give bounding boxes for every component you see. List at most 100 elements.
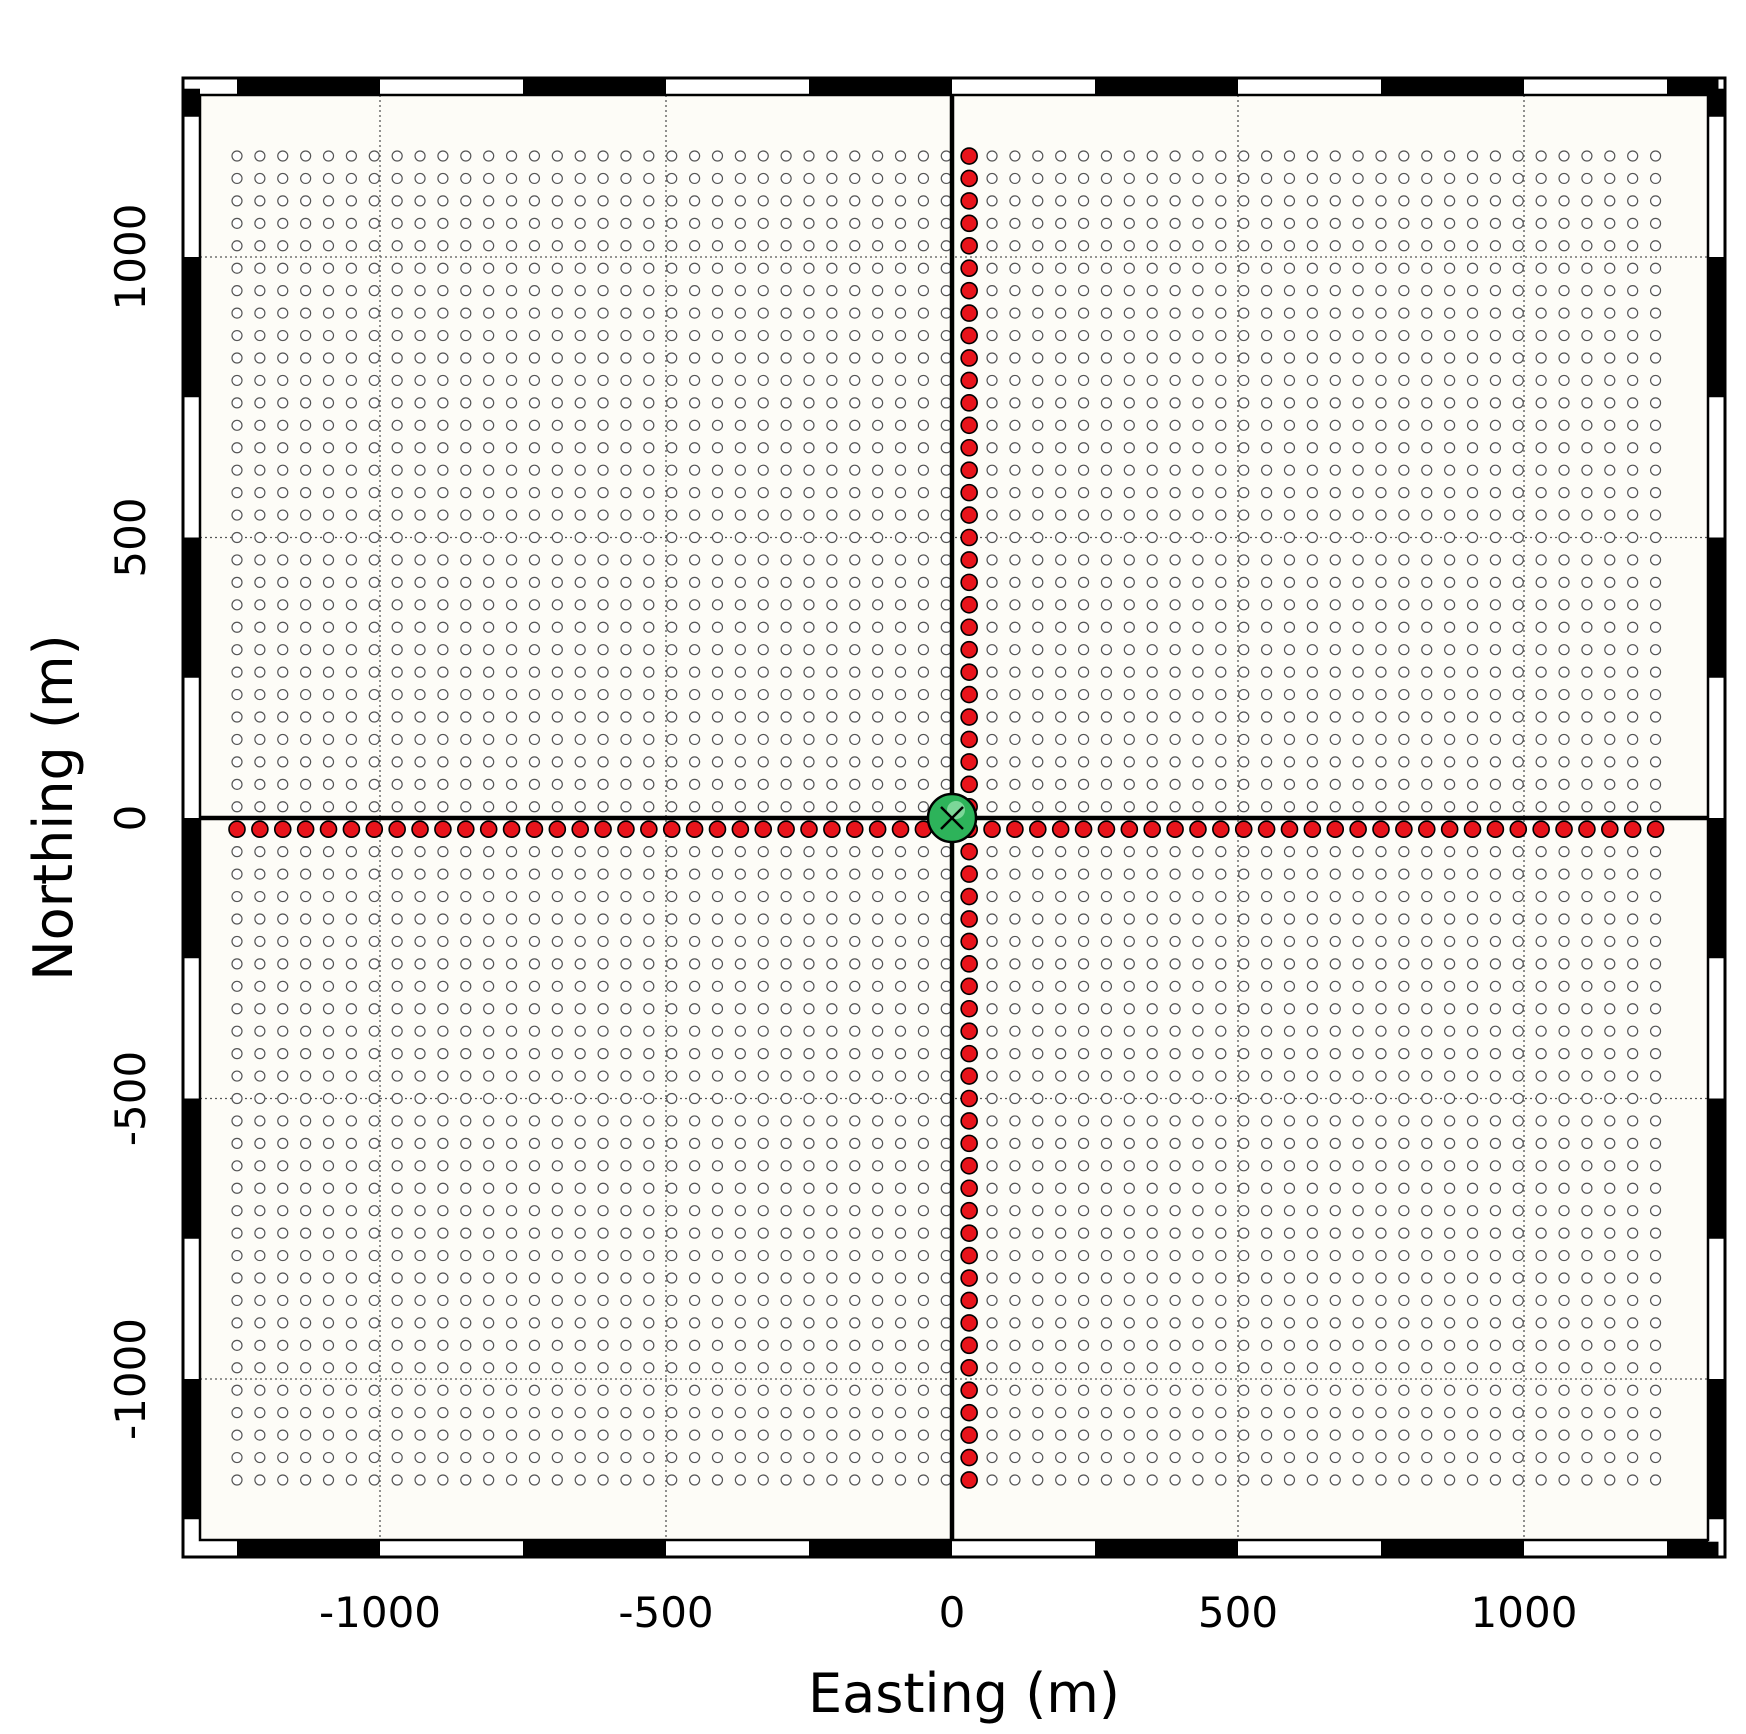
- grid-station-point: [231, 1384, 243, 1396]
- grid-station-point: [254, 195, 266, 207]
- grid-station-point: [620, 1474, 632, 1486]
- frame-segment: [237, 78, 380, 95]
- grid-station-point: [1055, 958, 1067, 970]
- grid-station-point: [1398, 1429, 1410, 1441]
- grid-station-point: [1558, 374, 1570, 387]
- grid-station-point: [1444, 711, 1456, 723]
- grid-station-point: [1512, 554, 1524, 566]
- grid-station-point: [391, 1025, 403, 1037]
- grid-station-point: [483, 487, 495, 499]
- grid-station-point: [1215, 688, 1227, 701]
- grid-station-point: [666, 1070, 678, 1082]
- grid-station-point: [1283, 262, 1296, 274]
- grid-station-point: [1123, 958, 1135, 970]
- grid-station-point: [1581, 756, 1593, 768]
- grid-station-point: [1421, 666, 1433, 678]
- grid-station-point: [803, 464, 815, 476]
- grid-station-point: [597, 1474, 609, 1486]
- grid-station-point: [826, 644, 838, 656]
- grid-station-point: [643, 307, 655, 319]
- north-south-station-point: [960, 1067, 978, 1085]
- grid-station-point: [391, 868, 403, 880]
- grid-station-point: [826, 1474, 838, 1486]
- grid-station-point: [1215, 1182, 1227, 1194]
- grid-station-point: [711, 531, 724, 544]
- grid-station-point: [1444, 397, 1456, 409]
- grid-station-point: [1649, 195, 1662, 207]
- grid-station-point: [528, 1384, 541, 1396]
- grid-station-point: [1077, 1092, 1090, 1105]
- frame-segment: [666, 78, 809, 95]
- grid-station-point: [277, 666, 289, 678]
- grid-station-point: [1604, 262, 1616, 274]
- frame-segment: [523, 78, 666, 95]
- grid-station-point: [551, 374, 563, 387]
- grid-station-point: [1398, 1407, 1410, 1419]
- grid-station-point: [483, 666, 495, 678]
- grid-station-point: [1398, 262, 1410, 274]
- east-west-station-point: [868, 820, 887, 839]
- grid-station-point: [1444, 1025, 1456, 1037]
- grid-station-point: [1627, 1025, 1639, 1037]
- grid-station-point: [1283, 1362, 1296, 1374]
- grid-station-point: [666, 509, 678, 521]
- grid-station-point: [1489, 531, 1502, 544]
- grid-station-point: [368, 262, 380, 274]
- grid-station-point: [1283, 1160, 1296, 1172]
- grid-station-point: [345, 262, 357, 274]
- grid-station-point: [849, 935, 861, 948]
- grid-station-point: [1558, 1362, 1570, 1374]
- grid-station-point: [917, 1339, 930, 1351]
- grid-station-point: [1032, 958, 1044, 970]
- grid-station-point: [322, 419, 335, 431]
- grid-station-point: [666, 217, 678, 229]
- grid-station-point: [1146, 464, 1158, 476]
- grid-station-point: [277, 397, 289, 409]
- grid-station-point: [1444, 576, 1456, 588]
- grid-station-point: [551, 1137, 563, 1149]
- grid-station-point: [1055, 1025, 1067, 1037]
- grid-station-point: [688, 958, 701, 970]
- grid-station-point: [1535, 890, 1547, 903]
- grid-station-point: [734, 1362, 746, 1374]
- grid-station-point: [872, 172, 884, 185]
- grid-station-point: [1375, 1272, 1387, 1284]
- grid-station-point: [1238, 913, 1250, 925]
- grid-station-point: [231, 262, 243, 274]
- grid-station-point: [1535, 374, 1547, 387]
- grid-station-point: [1260, 172, 1273, 185]
- grid-station-point: [1649, 868, 1662, 880]
- grid-station-point: [620, 576, 632, 588]
- grid-station-point: [1032, 1160, 1044, 1172]
- grid-station-point: [1329, 397, 1341, 409]
- grid-station-point: [368, 1048, 380, 1060]
- east-west-station-point: [1440, 820, 1459, 839]
- frame-segment: [219, 1540, 237, 1557]
- grid-station-point: [620, 1339, 632, 1351]
- grid-station-point: [1604, 778, 1616, 790]
- grid-station-point: [1306, 688, 1318, 701]
- grid-station-point: [1535, 1272, 1547, 1284]
- grid-station-point: [1352, 935, 1364, 948]
- grid-station-point: [1032, 733, 1044, 746]
- y-axis-label: Northing (m): [22, 634, 85, 980]
- grid-station-point: [300, 1429, 312, 1441]
- grid-station-point: [986, 666, 998, 678]
- grid-station-point: [643, 240, 655, 252]
- grid-station-point: [322, 262, 335, 274]
- frame-segment: [1667, 1540, 1719, 1557]
- grid-station-point: [574, 262, 586, 274]
- grid-station-point: [1146, 868, 1158, 880]
- grid-station-point: [505, 172, 518, 185]
- grid-station-point: [1398, 1137, 1410, 1149]
- grid-station-point: [391, 1182, 403, 1194]
- grid-station-point: [1306, 756, 1318, 768]
- grid-station-point: [1260, 531, 1273, 544]
- grid-station-point: [1192, 217, 1204, 229]
- grid-station-point: [391, 1048, 403, 1060]
- grid-station-point: [986, 509, 998, 521]
- grid-station-point: [620, 756, 632, 768]
- grid-station-point: [1192, 531, 1204, 544]
- grid-station-point: [620, 464, 632, 476]
- grid-station-point: [1649, 1160, 1662, 1172]
